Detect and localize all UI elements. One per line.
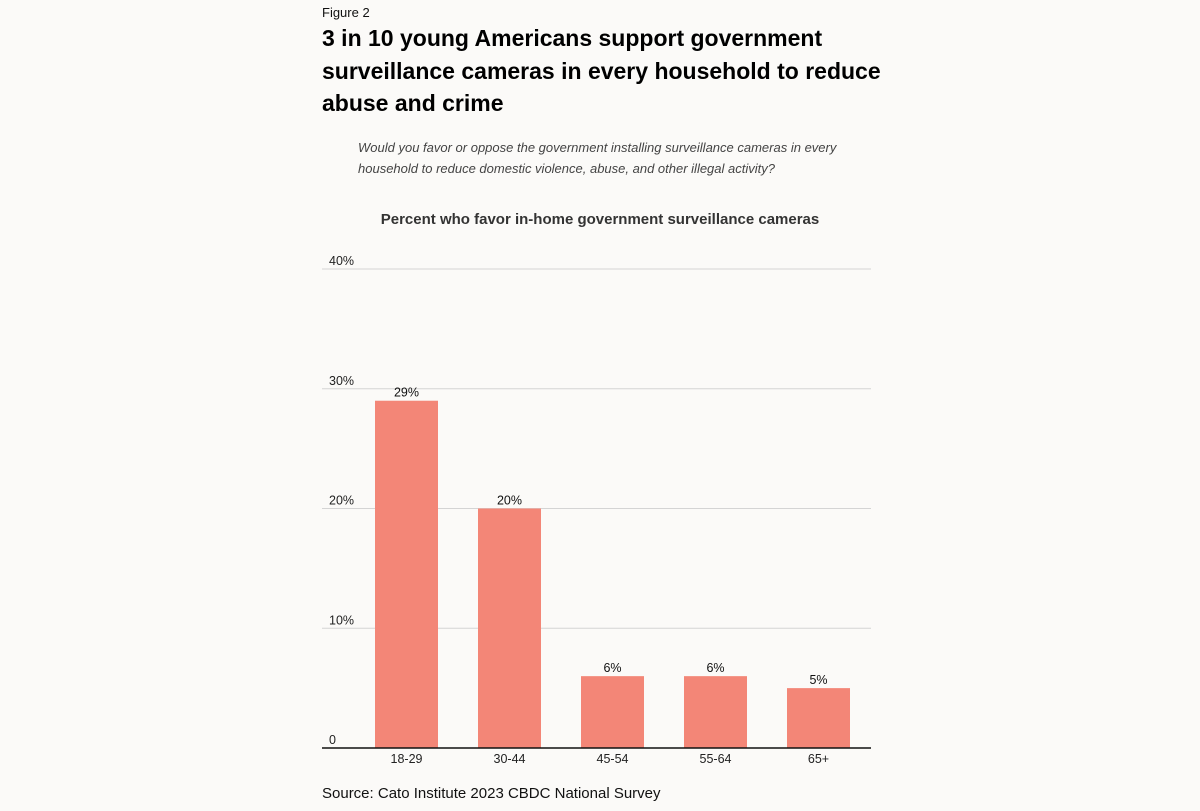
bar-30-44 [478,508,541,748]
bar-55-64 [684,676,747,748]
x-tick-label: 65+ [808,752,829,766]
y-tick-label: 30% [329,374,354,388]
axes: 0 10% 20% 30% 40% 18-29 30-44 45-54 55-64 65+ [322,254,871,766]
y-tick-label: 10% [329,613,354,627]
x-tick-label: 18-29 [391,752,423,766]
data-label: 6% [706,661,724,675]
y-tick-label: 20% [329,494,354,508]
data-labels: 29% 20% 6% 6% 5% [394,386,828,687]
data-label: 5% [809,673,827,687]
x-tick-label: 30-44 [494,752,526,766]
bar-45-54 [581,676,644,748]
survey-question: Would you favor or oppose the government… [358,140,837,176]
y-tick-label: 0 [329,733,336,747]
bar-65+ [787,688,850,748]
figure-label: Figure 2 [322,5,370,20]
chart-title: Percent who favor in-home government sur… [380,211,820,228]
bars [375,400,850,748]
x-tick-label: 55-64 [700,752,732,766]
data-label: 29% [394,386,419,400]
bar-18-29 [375,400,438,748]
data-label: 20% [497,494,522,508]
data-label: 6% [603,661,621,675]
source-note: Source: Cato Institute 2023 CBDC Nationa… [322,785,661,802]
x-tick-label: 45-54 [597,752,629,766]
y-tick-label: 40% [329,254,354,268]
headline: 3 in 10 young Americans support governme… [322,25,881,116]
